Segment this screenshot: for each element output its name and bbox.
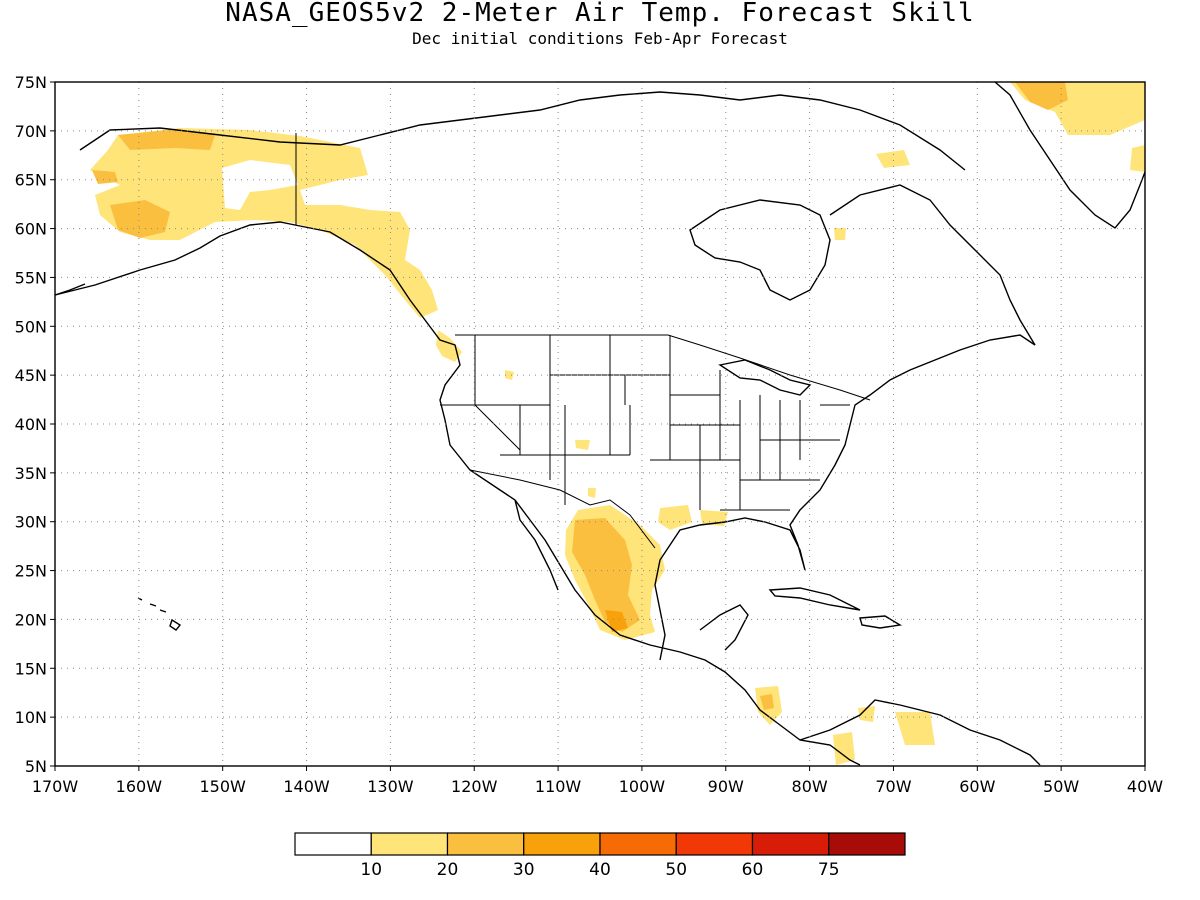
skill-region-alaska bbox=[90, 128, 438, 318]
lon-tick-label: 130W bbox=[367, 777, 414, 796]
border-us-mexico bbox=[469, 469, 656, 549]
lon-tick-label: 80W bbox=[792, 777, 828, 796]
page-title: NASA_GEOS5v2 2-Meter Air Temp. Forecast … bbox=[225, 0, 975, 28]
coastline-hudson-bay bbox=[689, 199, 831, 301]
skill-region-texas bbox=[658, 505, 692, 530]
map-gridlines bbox=[55, 82, 1145, 766]
lat-tick-label: 15N bbox=[15, 659, 47, 678]
lat-tick-label: 65N bbox=[15, 171, 47, 190]
colorbar-label: 20 bbox=[437, 860, 459, 880]
coastline-greenland bbox=[994, 81, 1146, 229]
lon-tick-label: 170W bbox=[32, 777, 79, 796]
skill-region-alaska-20 bbox=[118, 130, 215, 150]
border-us-canada bbox=[455, 334, 871, 401]
coastlines bbox=[54, 81, 1146, 766]
skill-region-alaska-20c bbox=[92, 170, 118, 184]
longitude-axis: 170W 160W 150W 140W 130W 120W 110W 100W 90W 80W 70… bbox=[32, 766, 1163, 796]
lon-tick-label: 140W bbox=[283, 777, 330, 796]
colorbar-swatch bbox=[751, 832, 830, 856]
lon-tick-label: 70W bbox=[875, 777, 911, 796]
state-borders-west bbox=[440, 335, 671, 505]
lat-tick-label: 10N bbox=[15, 708, 47, 727]
colorbar-swatch bbox=[523, 832, 601, 856]
colorbar-label: 60 bbox=[742, 860, 764, 880]
coastline-south-america bbox=[799, 699, 1041, 766]
lat-tick-label: 75N bbox=[15, 73, 47, 92]
lat-tick-label: 60N bbox=[15, 220, 47, 239]
coastline-north-america bbox=[54, 221, 861, 766]
lon-tick-label: 50W bbox=[1043, 777, 1079, 796]
lat-tick-label: 50N bbox=[15, 317, 47, 336]
lat-tick-label: 55N bbox=[15, 268, 47, 287]
skill-region-bc bbox=[436, 330, 462, 362]
colorbar-swatch bbox=[446, 832, 525, 856]
skill-region-colombia bbox=[833, 732, 855, 765]
colorbar-label: 10 bbox=[360, 860, 382, 880]
skill-region-greenland-east bbox=[1130, 145, 1145, 172]
colorbar-swatch bbox=[294, 832, 372, 856]
coastline-cuba bbox=[768, 587, 861, 611]
lon-tick-label: 150W bbox=[200, 777, 247, 796]
coastline-great-lakes bbox=[718, 359, 812, 396]
colorbar-label: 75 bbox=[818, 860, 840, 880]
lon-tick-label: 120W bbox=[451, 777, 498, 796]
skill-region-colorado bbox=[575, 440, 590, 450]
skill-region-quebec bbox=[834, 228, 846, 240]
skill-region-mexico-30 bbox=[605, 610, 628, 632]
latitude-axis: 75N 70N 65N 60N 55N 50N 45N 40N 35N 30N 25N 20N 15N 1… bbox=[15, 73, 55, 776]
political-borders bbox=[295, 133, 871, 549]
skill-region-hudson bbox=[876, 150, 910, 168]
colorbar: 10 20 30 40 50 60 75 bbox=[294, 832, 906, 880]
lon-tick-label: 160W bbox=[116, 777, 163, 796]
coastline-arctic bbox=[79, 91, 966, 171]
skill-region-mexico-20 bbox=[572, 518, 640, 632]
page-subtitle: Dec initial conditions Feb-Apr Forecast bbox=[412, 29, 788, 48]
lon-tick-label: 110W bbox=[535, 777, 582, 796]
colorbar-label: 30 bbox=[513, 860, 535, 880]
lat-tick-label: 40N bbox=[15, 415, 47, 434]
skill-region-greenland-20 bbox=[1015, 82, 1068, 110]
coastline-hispaniola bbox=[859, 615, 903, 629]
coastline-aleutians bbox=[54, 283, 86, 296]
colorbar-label: 50 bbox=[665, 860, 687, 880]
lon-tick-label: 90W bbox=[708, 777, 744, 796]
coastline-labrador bbox=[829, 184, 1036, 346]
colorbar-swatch bbox=[599, 832, 677, 856]
lon-tick-label: 40W bbox=[1127, 777, 1163, 796]
coastline-hawaii bbox=[137, 597, 182, 631]
lat-tick-label: 45N bbox=[15, 366, 47, 385]
skill-shading bbox=[90, 82, 1145, 765]
skill-region-alaska-white bbox=[222, 160, 298, 210]
colorbar-swatch bbox=[370, 832, 449, 856]
lat-tick-label: 25N bbox=[15, 562, 47, 581]
colorbar-label: 40 bbox=[589, 860, 611, 880]
coastline-baja bbox=[514, 499, 559, 591]
skill-region-idaho bbox=[505, 370, 514, 380]
state-borders-central bbox=[650, 370, 850, 511]
skill-region-ca-20 bbox=[760, 694, 774, 710]
skill-region-venezuela bbox=[895, 712, 935, 745]
lat-tick-label: 20N bbox=[15, 610, 47, 629]
coastline-yucatan bbox=[699, 604, 749, 651]
lon-tick-label: 60W bbox=[959, 777, 995, 796]
lat-tick-label: 70N bbox=[15, 122, 47, 141]
lat-tick-label: 5N bbox=[25, 757, 47, 776]
skill-region-venezuela-w bbox=[858, 706, 875, 722]
skill-region-nm bbox=[588, 488, 596, 498]
colorbar-swatch bbox=[828, 832, 906, 856]
coastline-gulf bbox=[654, 334, 1036, 661]
skill-region-alaska-20b bbox=[110, 200, 170, 238]
lon-tick-label: 100W bbox=[619, 777, 666, 796]
lat-tick-label: 35N bbox=[15, 464, 47, 483]
lat-tick-label: 30N bbox=[15, 513, 47, 532]
colorbar-swatch bbox=[675, 832, 754, 856]
